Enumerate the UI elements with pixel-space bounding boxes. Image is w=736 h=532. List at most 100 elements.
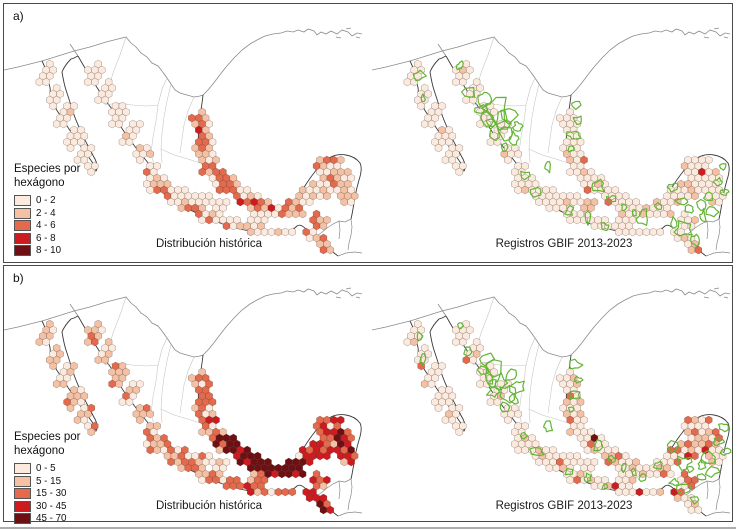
protected-area-outline <box>481 96 508 126</box>
protected-area-outline <box>676 455 693 471</box>
protected-area-outline <box>620 462 627 474</box>
hex-cell <box>715 197 723 207</box>
protected-area-outline <box>509 380 525 394</box>
hex-cell <box>417 101 425 111</box>
hex-cell <box>94 95 102 105</box>
protected-area-outline <box>712 436 726 447</box>
protected-area-outline <box>606 194 617 203</box>
legend-range-label: 8 - 10 <box>36 245 62 256</box>
protected-area-outline <box>653 202 663 210</box>
protected-area-outline <box>670 216 678 229</box>
protected-area-outline <box>567 145 576 153</box>
legend-row: 5 - 15 <box>14 475 80 487</box>
hex-cell <box>153 445 161 455</box>
protected-area-outline <box>684 204 694 214</box>
hex-cell <box>653 469 661 479</box>
protected-area-outline <box>652 460 663 470</box>
hex-cell <box>285 469 293 479</box>
legend-b-title-line1: Especies por <box>14 431 81 443</box>
protected-area-outline <box>508 130 520 146</box>
hex-cell <box>35 337 44 347</box>
hex-cell <box>198 427 206 437</box>
protected-area-outline <box>463 346 473 357</box>
legend-row: 0 - 5 <box>14 463 80 475</box>
hex-cell <box>340 457 348 467</box>
hex-cell <box>274 487 283 497</box>
hex-cell <box>236 197 245 207</box>
hex-cell <box>271 469 279 479</box>
hex-cell <box>42 337 50 347</box>
hex-cell <box>146 445 154 455</box>
hex-cell <box>42 77 50 87</box>
hex-cell <box>666 469 675 479</box>
protected-area-outline <box>631 208 637 217</box>
hex-cell <box>52 379 61 389</box>
hex-cell <box>66 143 75 153</box>
protected-area-outline <box>505 368 518 381</box>
hex-cell <box>535 197 543 207</box>
hex-cell <box>292 469 300 479</box>
protected-area-outline <box>485 367 494 385</box>
hex-cell <box>427 119 436 129</box>
hex-cell <box>469 355 477 365</box>
legend-range-label: 4 - 6 <box>36 220 56 232</box>
hex-cell <box>427 379 436 389</box>
caption-b-gbif: Registros GBIF 2013-2023 <box>495 500 633 512</box>
protected-area-outline <box>567 406 575 413</box>
hex-cell <box>521 185 529 195</box>
hex-cell <box>514 185 522 195</box>
hex-cell <box>87 427 96 437</box>
hex-cell <box>205 215 213 225</box>
hex-cell <box>628 227 637 237</box>
legend-range-label: 5 - 15 <box>36 475 62 487</box>
protected-area-outline <box>718 163 727 171</box>
hex-cell <box>319 505 328 515</box>
legend-row: 30 - 45 <box>14 500 80 512</box>
hex-cell <box>87 167 96 177</box>
hex-cell <box>278 209 286 219</box>
hex-cell <box>305 493 314 503</box>
hex-cell <box>323 191 331 201</box>
hex-cell <box>326 245 335 255</box>
hex-cell <box>420 379 429 389</box>
hex-cell <box>84 77 92 87</box>
caption-b-historical: Distribución histórica <box>155 500 263 512</box>
legend-swatch <box>14 513 31 524</box>
hex-cell <box>673 493 682 503</box>
hex-cell <box>215 445 224 455</box>
caption-a-historical: Distribución histórica <box>155 238 263 250</box>
protected-area-outline <box>457 322 465 330</box>
legend-swatch <box>14 463 31 475</box>
hex-cell <box>260 227 269 237</box>
hex-cell <box>115 119 123 129</box>
protected-area-outline <box>717 423 729 433</box>
protected-area-outline <box>544 161 551 174</box>
hex-cell <box>462 355 470 365</box>
protected-area-outline <box>666 182 679 193</box>
hex-cell <box>94 355 102 365</box>
hex-cell <box>656 227 664 237</box>
legend-swatch <box>14 220 31 232</box>
hex-cell <box>281 487 290 497</box>
hex-cell <box>253 487 262 497</box>
protected-area-outline <box>564 467 574 476</box>
legend-swatch <box>14 245 31 256</box>
map-b-right-basemap <box>371 287 731 517</box>
protected-area-outline <box>499 401 511 413</box>
hex-cell <box>614 487 623 497</box>
protected-area-outline <box>696 473 707 481</box>
hex-cell <box>649 227 658 237</box>
hex-cell <box>215 185 224 195</box>
hex-cell <box>316 191 324 201</box>
hex-cell <box>246 227 255 237</box>
hex-cell <box>326 505 335 515</box>
hex-cell <box>621 487 630 497</box>
hex-cell <box>108 119 116 129</box>
protected-area-outline <box>673 220 693 237</box>
hex-cell <box>319 481 328 491</box>
hex-cell <box>628 487 637 497</box>
legend-row: 8 - 10 <box>14 244 80 256</box>
hex-cell <box>635 227 644 237</box>
